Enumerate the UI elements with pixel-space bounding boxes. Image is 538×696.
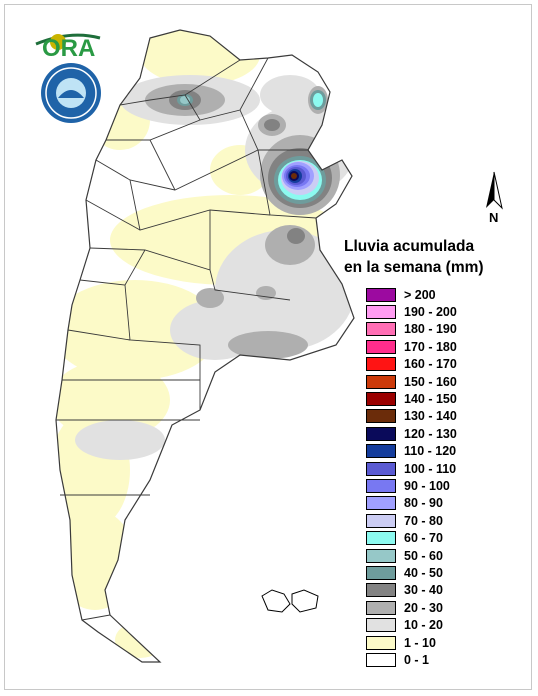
legend-item: 150 - 160 (366, 373, 526, 390)
legend-label: 150 - 160 (404, 374, 457, 389)
legend-swatch (366, 339, 396, 354)
legend-swatch (366, 426, 396, 441)
legend: > 200 190 - 200 180 - 190 170 - 180 160 - 17… (366, 286, 526, 669)
legend-swatch (366, 409, 396, 424)
province-boundaries (56, 57, 317, 621)
legend-item: 70 - 80 (366, 512, 526, 529)
legend-item: 0 - 1 (366, 651, 526, 668)
legend-swatch (366, 287, 396, 302)
legend-label: 50 - 60 (404, 548, 443, 563)
legend-item: 130 - 140 (366, 408, 526, 425)
legend-item: 180 - 190 (366, 321, 526, 338)
legend-item: 50 - 60 (366, 547, 526, 564)
legend-label: 190 - 200 (404, 305, 457, 320)
legend-label: 110 - 120 (404, 444, 457, 459)
legend-title-line1: Lluvia acumulada (344, 238, 475, 255)
legend-swatch (366, 444, 396, 459)
legend-item: 20 - 30 (366, 599, 526, 616)
legend-swatch (366, 548, 396, 563)
legend-item: 1 - 10 (366, 634, 526, 651)
malvinas-islands (261, 589, 319, 613)
legend-swatch (366, 478, 396, 493)
legend-label: 70 - 80 (404, 513, 443, 528)
legend-swatch (366, 461, 396, 476)
legend-item: 10 - 20 (366, 616, 526, 633)
legend-item: 140 - 150 (366, 390, 526, 407)
legend-item: 110 - 120 (366, 443, 526, 460)
legend-label: 40 - 50 (404, 565, 443, 580)
legend-item: 190 - 200 (366, 303, 526, 320)
legend-label: 30 - 40 (404, 583, 443, 598)
legend-label: 1 - 10 (404, 635, 436, 650)
north-label: N (489, 210, 498, 225)
legend-item: 120 - 130 (366, 425, 526, 442)
legend-label: 90 - 100 (404, 478, 450, 493)
legend-swatch (366, 322, 396, 337)
legend-swatch (366, 565, 396, 580)
legend-item: 80 - 90 (366, 495, 526, 512)
legend-swatch (366, 496, 396, 511)
legend-swatch (366, 374, 396, 389)
legend-item: 60 - 70 (366, 529, 526, 546)
rainfall-fields (56, 30, 354, 658)
legend-swatch (366, 513, 396, 528)
map-frame (4, 4, 532, 690)
legend-swatch (366, 305, 396, 320)
north-arrow-icon (486, 171, 503, 210)
legend-label: 0 - 1 (404, 652, 430, 667)
legend-swatch (366, 531, 396, 546)
smn-emblem (41, 63, 101, 123)
legend-label: 120 - 130 (404, 426, 457, 441)
argentina-outline (55, 29, 355, 663)
ora-logo (35, 33, 101, 50)
legend-label: 130 - 140 (404, 409, 457, 424)
legend-swatch (366, 357, 396, 372)
legend-label: 20 - 30 (404, 600, 443, 615)
legend-swatch (366, 635, 396, 650)
legend-label: 180 - 190 (404, 322, 457, 337)
ora-logo-text: ORA (42, 35, 95, 62)
legend-label: 80 - 90 (404, 496, 443, 511)
legend-swatch (366, 600, 396, 615)
legend-item: 100 - 110 (366, 460, 526, 477)
legend-swatch (366, 392, 396, 407)
legend-item: 90 - 100 (366, 477, 526, 494)
legend-label: 140 - 150 (404, 392, 457, 407)
legend-item: 40 - 50 (366, 564, 526, 581)
legend-item: 170 - 180 (366, 338, 526, 355)
legend-item: 160 - 170 (366, 356, 526, 373)
legend-label: > 200 (404, 287, 436, 302)
legend-swatch (366, 652, 396, 667)
legend-label: 60 - 70 (404, 531, 443, 546)
legend-item: 30 - 40 (366, 582, 526, 599)
legend-label: 160 - 170 (404, 357, 457, 372)
legend-label: 10 - 20 (404, 618, 443, 633)
legend-label: 100 - 110 (404, 461, 457, 476)
legend-label: 170 - 180 (404, 339, 457, 354)
legend-item: > 200 (366, 286, 526, 303)
legend-title-line2: en la semana (mm) (344, 259, 484, 276)
legend-swatch (366, 618, 396, 633)
legend-swatch (366, 583, 396, 598)
legend-title: Lluvia acumulada en la semana (mm) (344, 236, 534, 278)
